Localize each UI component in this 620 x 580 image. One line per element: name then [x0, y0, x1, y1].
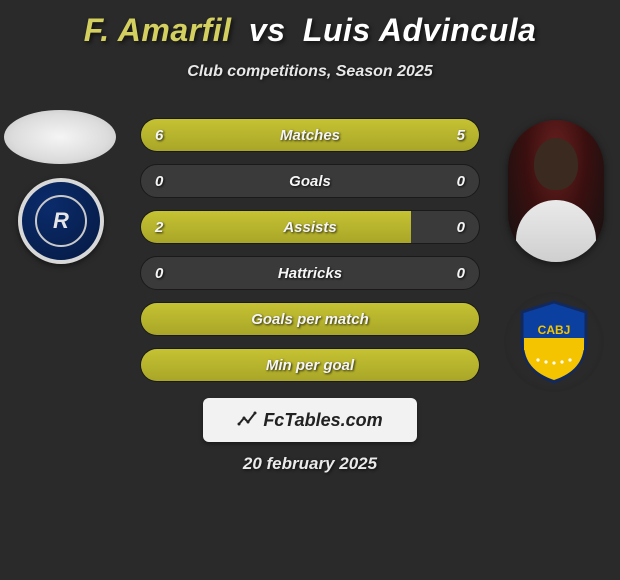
stat-row: 00Hattricks: [140, 256, 480, 290]
player1-name: F. Amarfil: [84, 12, 232, 48]
stat-row: Goals per match: [140, 302, 480, 336]
chart-icon: [237, 410, 257, 430]
player2-name: Luis Advincula: [303, 12, 536, 48]
player2-avatar: [508, 120, 604, 262]
stat-label: Assists: [141, 211, 479, 243]
stat-label: Goals per match: [141, 303, 479, 335]
stat-row: 00Goals: [140, 164, 480, 198]
shield-icon: CABJ: [518, 300, 590, 384]
shield-text: CABJ: [538, 323, 571, 337]
stat-label: Matches: [141, 119, 479, 151]
stat-label: Min per goal: [141, 349, 479, 381]
player2-club-badge: CABJ: [504, 292, 604, 392]
stat-label: Goals: [141, 165, 479, 197]
club-badge-monogram: R: [35, 195, 87, 247]
stat-label: Hattricks: [141, 257, 479, 289]
comparison-card: F. Amarfil vs Luis Advincula Club compet…: [0, 0, 620, 580]
brand-badge: FcTables.com: [203, 398, 417, 442]
vs-label: vs: [249, 12, 286, 48]
stat-row: 65Matches: [140, 118, 480, 152]
subtitle: Club competitions, Season 2025: [0, 63, 620, 81]
footer-date: 20 february 2025: [0, 454, 620, 474]
stat-row: 20Assists: [140, 210, 480, 244]
player1-club-badge: R: [18, 178, 104, 264]
player1-avatar: [4, 110, 116, 164]
page-title: F. Amarfil vs Luis Advincula: [0, 0, 620, 49]
brand-text: FcTables.com: [263, 410, 382, 431]
stat-row: Min per goal: [140, 348, 480, 382]
comparison-bars: 65Matches 00Goals 20Assists 00Hattricks Goal…: [140, 118, 480, 394]
